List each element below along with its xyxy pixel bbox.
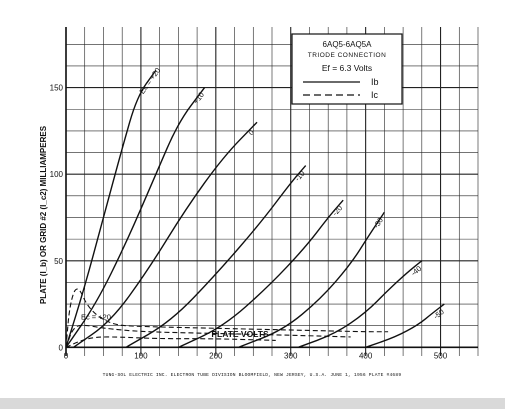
x-tick-label: 100 <box>134 351 148 360</box>
series-curve-ib-7 <box>365 303 445 349</box>
curve-label: 0 <box>247 128 256 137</box>
y-tick-label: 100 <box>50 170 64 179</box>
curve-label: Ec = +20 <box>81 313 111 322</box>
series-curve-ib-0 <box>65 69 157 348</box>
y-tick-label: 50 <box>54 257 63 266</box>
y-tick-label: 0 <box>59 343 64 352</box>
legend-label-ib: Ib <box>371 77 379 87</box>
footer-band <box>0 398 505 409</box>
x-axis-label: PLATE VOLTS <box>211 329 269 339</box>
footer-credit: TUNG-SOL ELECTRIC INC. ELECTRON TUBE DIV… <box>103 372 402 378</box>
y-axis-label: PLATE (I_b) OR GRID #2 (I_c2) MILLIAMPER… <box>39 125 48 304</box>
legend-heater: Ef = 6.3 Volts <box>322 63 372 73</box>
x-tick-label: 200 <box>209 351 223 360</box>
x-tick-label: 300 <box>284 351 298 360</box>
x-tick-label: 0 <box>64 351 69 360</box>
x-tick-label: 500 <box>434 351 448 360</box>
series-curve-ib-2 <box>73 121 258 348</box>
series-curve-ib-1 <box>65 87 206 348</box>
series-curve-ib-3 <box>125 165 307 348</box>
x-tick-label: 400 <box>359 351 373 360</box>
legend-title: 6AQ5-6AQ5A <box>323 40 373 49</box>
series-curve-ic-9 <box>65 324 351 348</box>
series-curve-ic-10 <box>65 336 276 348</box>
y-tick-label: 150 <box>50 84 64 93</box>
series-curve-ib-4 <box>178 199 344 348</box>
series-curve-ic-8 <box>65 288 389 348</box>
legend-subtitle: TRIODE CONNECTION <box>308 52 387 59</box>
grid <box>65 27 479 356</box>
plot-area <box>65 69 445 349</box>
legend-box: 6AQ5-6AQ5A TRIODE CONNECTION Ef = 6.3 Vo… <box>291 33 403 105</box>
legend-label-ic: Ic <box>371 90 379 100</box>
axes: 0 100 200 300 400 500 0 50 100 150 <box>50 27 478 360</box>
series-curve-ib-6 <box>297 260 423 348</box>
